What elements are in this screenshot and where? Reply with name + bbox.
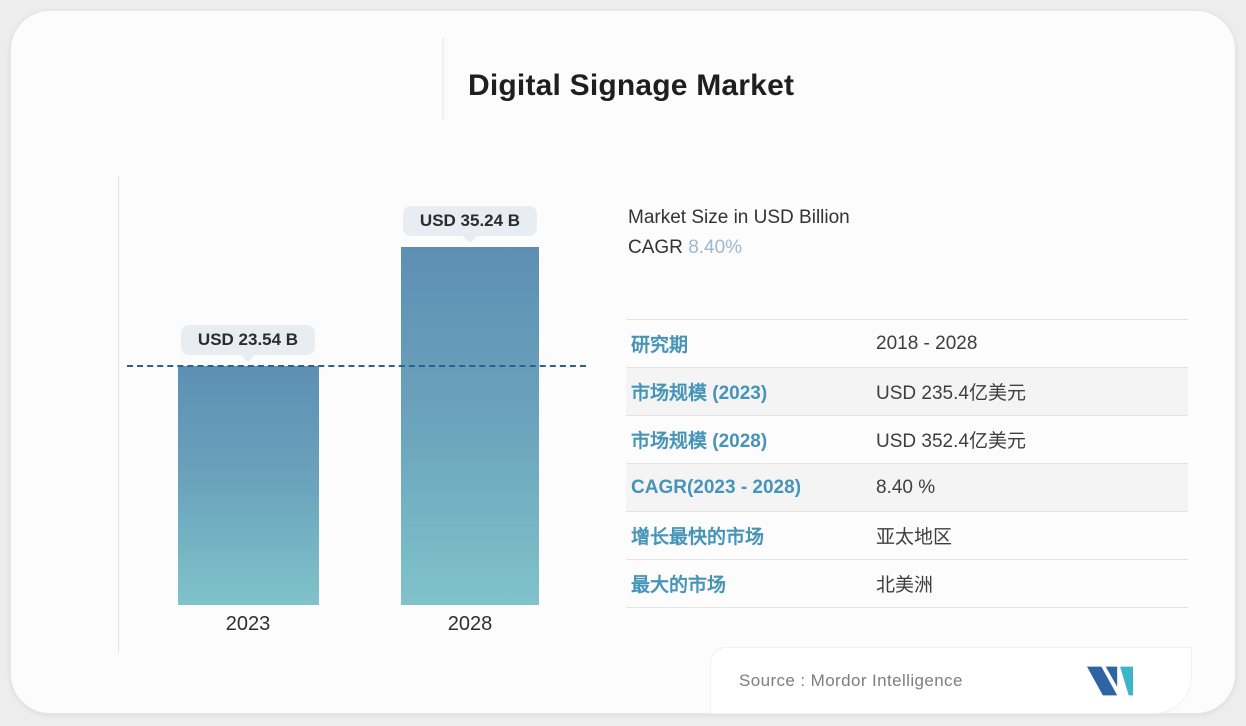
source-text: Source : Mordor Intelligence	[739, 671, 963, 691]
value-label-2028: USD 35.24 B	[402, 206, 538, 236]
bar-2028	[401, 247, 539, 605]
value-label-2023: USD 23.54 B	[180, 325, 316, 355]
table-row: 增长最快的市场 亚太地区	[626, 512, 1188, 560]
cagr-value: 8.40%	[688, 237, 743, 258]
table-row: 市场规模 (2028) USD 352.4亿美元	[626, 416, 1188, 464]
chart-y-axis-line	[118, 176, 119, 653]
row-value: USD 352.4亿美元	[876, 431, 1026, 452]
source-name: Mordor Intelligence	[810, 670, 963, 690]
source-bar: Source : Mordor Intelligence	[710, 647, 1192, 714]
cagr-label: CAGR	[628, 237, 683, 258]
row-label: 市场规模 (2023)	[631, 383, 768, 404]
info-table: 研究期 2018 - 2028 市场规模 (2023) USD 235.4亿美元…	[626, 319, 1188, 608]
table-row: 最大的市场 北美洲	[626, 560, 1188, 608]
row-value: USD 235.4亿美元	[876, 383, 1026, 404]
bar-chart: USD 23.54 B USD 35.24 B	[119, 176, 586, 605]
title-divider	[442, 38, 444, 120]
row-value: 亚太地区	[876, 527, 953, 548]
row-value: 2018 - 2028	[876, 332, 978, 354]
market-size-line: Market Size in USD Billion	[628, 207, 850, 228]
cagr-line: CAGR 8.40%	[628, 233, 850, 263]
summary-block: Market Size in USD Billion CAGR 8.40%	[628, 203, 850, 263]
row-label: 增长最快的市场	[631, 527, 765, 548]
row-label: 最大的市场	[631, 575, 727, 596]
row-label: 研究期	[631, 335, 689, 356]
mordor-intelligence-logo	[1087, 666, 1133, 695]
row-label: 市场规模 (2028)	[631, 431, 768, 452]
table-row: 市场规模 (2023) USD 235.4亿美元	[626, 368, 1188, 416]
row-value: 8.40 %	[876, 476, 936, 498]
source-label: Source :	[739, 670, 806, 690]
x-axis-label-2023: 2023	[225, 613, 271, 635]
reference-dashed-line	[127, 365, 586, 367]
row-value: 北美洲	[876, 575, 934, 596]
table-row: 研究期 2018 - 2028	[626, 320, 1188, 368]
page-title: Digital Signage Market	[468, 69, 795, 102]
table-row: CAGR(2023 - 2028) 8.40 %	[626, 464, 1188, 512]
x-axis-label-2028: 2028	[447, 613, 493, 635]
bar-2023	[178, 366, 319, 605]
row-label: CAGR(2023 - 2028)	[631, 476, 802, 498]
report-card: Digital Signage Market USD 23.54 B USD 3…	[10, 10, 1236, 714]
